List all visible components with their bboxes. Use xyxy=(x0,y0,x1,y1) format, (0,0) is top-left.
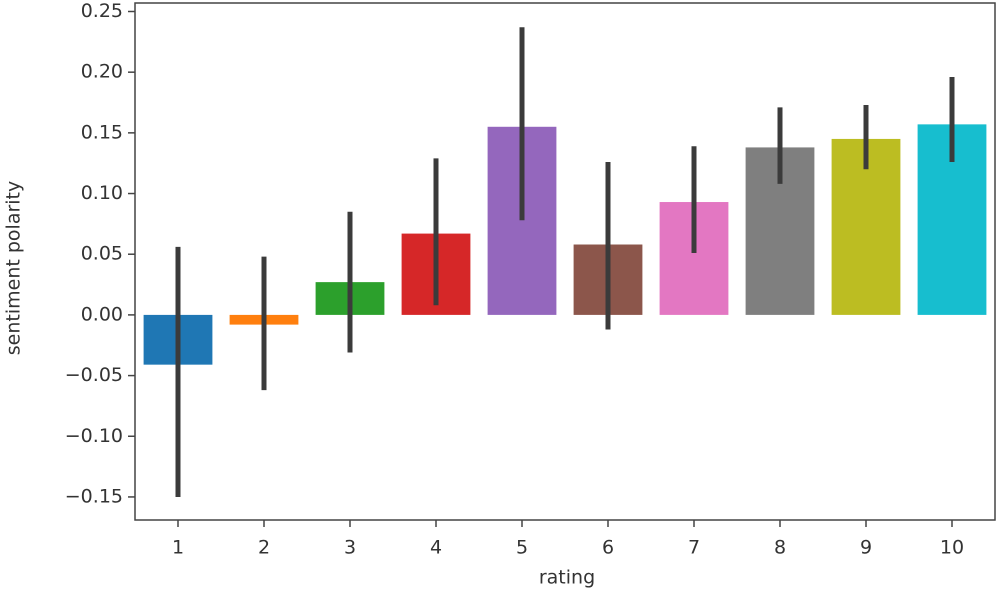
y-tick-label: −0.05 xyxy=(65,364,123,386)
x-tick-label: 4 xyxy=(430,537,442,559)
x-tick-label: 2 xyxy=(258,537,270,559)
y-axis-label: sentiment polarity xyxy=(3,181,25,355)
x-tick-label: 9 xyxy=(860,537,872,559)
y-tick-label: 0.15 xyxy=(81,121,123,143)
axes-frame xyxy=(134,2,996,521)
x-tick-label: 3 xyxy=(344,537,356,559)
y-tick-label: 0.05 xyxy=(81,243,123,265)
y-tick-label: 0.25 xyxy=(81,0,123,22)
x-tick-label: 8 xyxy=(774,537,786,559)
y-tick-label: 0.10 xyxy=(81,182,123,204)
x-tick-label: 5 xyxy=(516,537,528,559)
y-tick-label: 0.00 xyxy=(81,303,123,325)
x-tick-label: 6 xyxy=(602,537,614,559)
y-tick-label: −0.15 xyxy=(65,485,123,507)
y-tick-label: −0.10 xyxy=(65,425,123,447)
y-tick-label: 0.20 xyxy=(81,61,123,83)
x-tick-label: 7 xyxy=(688,537,700,559)
x-tick-label: 1 xyxy=(172,537,184,559)
x-axis-label: rating xyxy=(539,567,595,589)
x-tick-label: 10 xyxy=(940,537,964,559)
